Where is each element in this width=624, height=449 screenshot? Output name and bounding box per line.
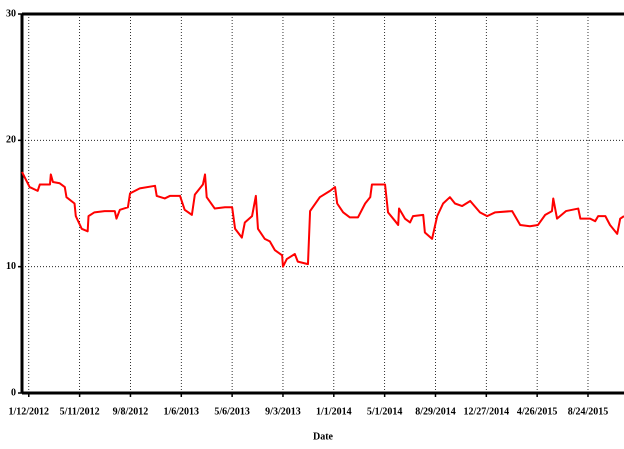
x-tick-label: 12/27/2014: [464, 406, 510, 417]
x-tick-label: 8/24/2015: [568, 406, 609, 417]
x-tick-label: 9/3/2013: [265, 406, 301, 417]
y-tick-label: 30: [6, 8, 16, 19]
x-tick-label: 4/26/2015: [517, 406, 558, 417]
y-tick-label: 10: [6, 261, 16, 272]
data-line: [21, 171, 624, 268]
y-tick-label: 0: [11, 387, 16, 398]
y-tick-label: 20: [6, 135, 16, 146]
x-tick-label: 5/1/2014: [367, 406, 403, 417]
x-axis-label: Date: [313, 431, 334, 442]
x-tick-label: 5/11/2012: [60, 406, 100, 417]
x-tick-label: 1/12/2012: [8, 406, 49, 417]
x-tick-label: 9/8/2012: [113, 406, 149, 417]
x-tick-label: 1/6/2013: [164, 406, 200, 417]
x-tick-label: 5/6/2013: [214, 406, 250, 417]
x-tick-label: 1/1/2014: [316, 406, 352, 417]
x-tick-label: 8/29/2014: [415, 406, 456, 417]
